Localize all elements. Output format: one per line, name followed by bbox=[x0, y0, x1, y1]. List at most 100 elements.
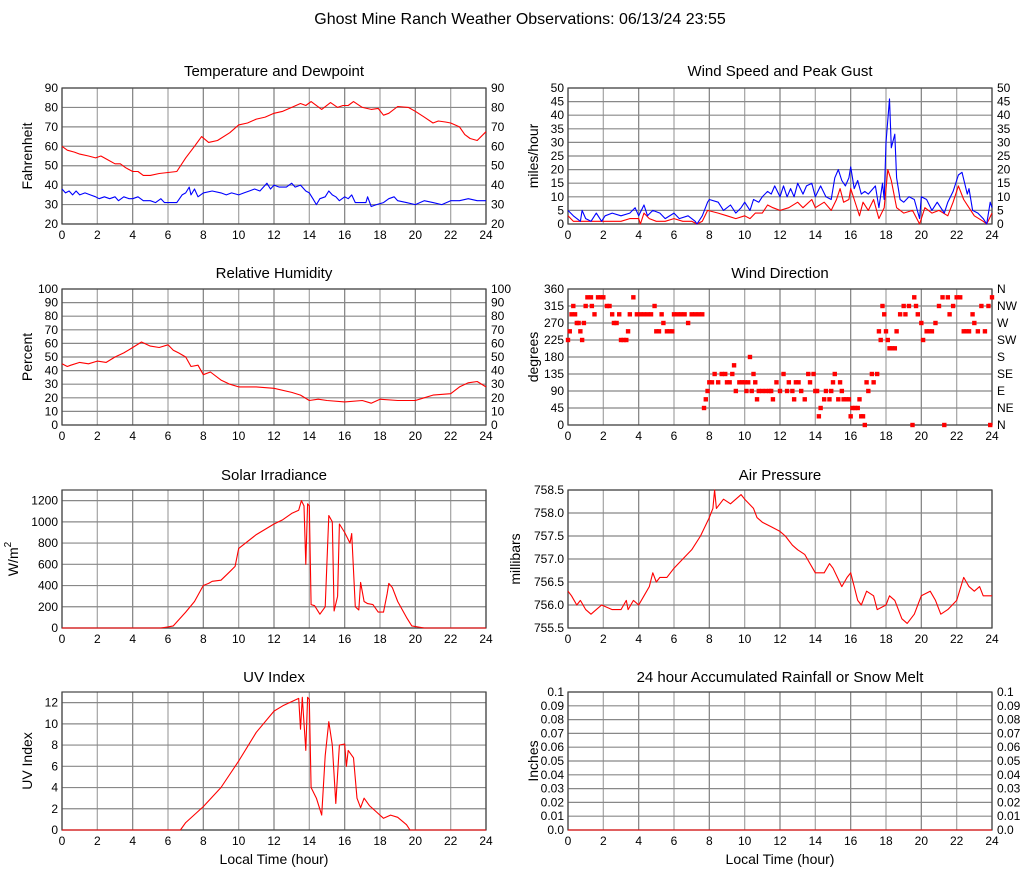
wind-direction-point bbox=[731, 363, 737, 368]
y-tick-label: 758.0 bbox=[534, 506, 564, 520]
wind-direction-point bbox=[947, 312, 952, 317]
y-tick-label: 50 bbox=[45, 159, 59, 173]
wind-direction-point bbox=[589, 303, 595, 309]
wind-direction-point bbox=[638, 312, 643, 317]
chart-panel-7: 24 hour Accumulated Rainfall or Snow Mel… bbox=[525, 669, 1021, 848]
x-tick-label: 6 bbox=[165, 429, 172, 443]
wind-direction-point bbox=[724, 380, 730, 385]
x-tick-label: 24 bbox=[985, 228, 999, 242]
wind-direction-point bbox=[910, 422, 915, 428]
wind-direction-point bbox=[659, 312, 664, 317]
wind-direction-point bbox=[874, 371, 880, 377]
x-tick-label: 8 bbox=[200, 228, 207, 242]
x-tick-label: 4 bbox=[635, 429, 642, 443]
x-tick-label: 10 bbox=[232, 228, 246, 242]
wind-direction-point bbox=[664, 329, 670, 334]
right-tick-label: 0.03 bbox=[997, 782, 1021, 796]
plot-frame bbox=[61, 87, 487, 225]
wind-direction-point bbox=[903, 312, 908, 317]
x-tick-label: 16 bbox=[844, 429, 858, 443]
y-tick-label: 80 bbox=[45, 309, 59, 323]
x-tick-label: 8 bbox=[706, 228, 713, 242]
wind-direction-point bbox=[811, 371, 816, 377]
wind-direction-point bbox=[878, 337, 883, 343]
x-tick-label: 24 bbox=[985, 834, 999, 848]
wind-direction-point bbox=[581, 320, 587, 326]
wind-direction-point bbox=[982, 329, 988, 334]
wind-direction-point bbox=[924, 329, 929, 334]
right-tick-label: 10 bbox=[997, 190, 1011, 204]
x-tick-label: 6 bbox=[165, 228, 172, 242]
wind-direction-point bbox=[609, 312, 615, 317]
y-axis-label-text: W/m bbox=[5, 547, 21, 576]
wind-direction-point bbox=[827, 397, 832, 402]
plot-frame bbox=[567, 288, 993, 426]
plot-frame bbox=[61, 288, 487, 426]
x-axis-label-right: Local Time (hour) bbox=[726, 851, 835, 867]
right-tick-label: 20 bbox=[997, 163, 1011, 177]
y-tick-label: 10 bbox=[45, 717, 59, 731]
y-axis-label: Fahrenheit bbox=[19, 122, 35, 189]
y-tick-label: 35 bbox=[551, 122, 565, 136]
wind-direction-point bbox=[678, 312, 684, 317]
wind-direction-point bbox=[816, 414, 822, 419]
wind-direction-point bbox=[852, 405, 858, 411]
series-line-solar-irradiance bbox=[62, 500, 486, 629]
wind-direction-point bbox=[850, 405, 855, 411]
y-tick-label: 0 bbox=[557, 418, 564, 432]
wind-direction-point bbox=[777, 388, 783, 394]
wind-direction-point bbox=[565, 337, 571, 343]
wind-direction-point bbox=[942, 422, 947, 428]
wind-direction-point bbox=[882, 312, 887, 317]
x-tick-label: 14 bbox=[809, 429, 823, 443]
x-tick-label: 18 bbox=[879, 429, 893, 443]
x-tick-label: 16 bbox=[338, 429, 352, 443]
right-tick-label: N bbox=[997, 282, 1006, 296]
right-tick-label: SE bbox=[997, 367, 1013, 381]
x-tick-label: 12 bbox=[267, 632, 281, 646]
y-axis-label-text: Fahrenheit bbox=[19, 122, 35, 189]
wind-direction-point bbox=[862, 422, 867, 428]
y-tick-label: 0.1 bbox=[547, 685, 564, 699]
chart-title: Solar Irradiance bbox=[221, 467, 327, 484]
x-tick-label: 20 bbox=[915, 834, 929, 848]
wind-direction-point bbox=[601, 295, 606, 300]
series-line-relative-humidity bbox=[61, 341, 487, 404]
wind-direction-point bbox=[883, 329, 889, 334]
x-tick-label: 2 bbox=[94, 429, 101, 443]
wind-direction-point bbox=[627, 312, 633, 317]
y-tick-label: 0.07 bbox=[541, 726, 565, 740]
x-tick-label: 2 bbox=[600, 834, 607, 848]
wind-direction-point bbox=[829, 388, 834, 394]
wind-direction-point bbox=[624, 337, 629, 343]
wind-direction-point bbox=[723, 371, 728, 377]
x-tick-label: 4 bbox=[635, 834, 642, 848]
y-tick-label: 600 bbox=[38, 557, 58, 571]
x-tick-label: 24 bbox=[479, 429, 493, 443]
right-tick-label: 20 bbox=[491, 217, 505, 231]
y-axis-label-text: Percent bbox=[19, 333, 35, 381]
x-tick-label: 10 bbox=[738, 632, 752, 646]
y-tick-label: 270 bbox=[544, 316, 564, 330]
y-tick-label: 0.02 bbox=[541, 795, 565, 809]
wind-direction-point bbox=[701, 405, 707, 411]
y-tick-label: 45 bbox=[551, 401, 565, 415]
wind-direction-point bbox=[768, 388, 774, 394]
x-tick-label: 20 bbox=[915, 228, 929, 242]
y-tick-label: 180 bbox=[544, 350, 564, 364]
wind-direction-point bbox=[855, 405, 860, 411]
wind-direction-point bbox=[763, 388, 769, 394]
x-tick-label: 2 bbox=[600, 228, 607, 242]
y-tick-label: 4 bbox=[51, 781, 58, 795]
x-tick-label: 10 bbox=[232, 429, 246, 443]
right-tick-label: 60 bbox=[491, 336, 505, 350]
right-tick-label: 0.07 bbox=[997, 726, 1021, 740]
x-tick-label: 20 bbox=[409, 834, 423, 848]
y-tick-label: 0 bbox=[557, 217, 564, 231]
wind-direction-point bbox=[654, 329, 659, 334]
y-axis-label: W/m2 bbox=[3, 541, 21, 576]
wind-direction-point bbox=[682, 312, 687, 317]
y-tick-label: 2 bbox=[51, 802, 58, 816]
right-tick-label: N bbox=[997, 418, 1006, 432]
plot-frame bbox=[61, 489, 487, 629]
